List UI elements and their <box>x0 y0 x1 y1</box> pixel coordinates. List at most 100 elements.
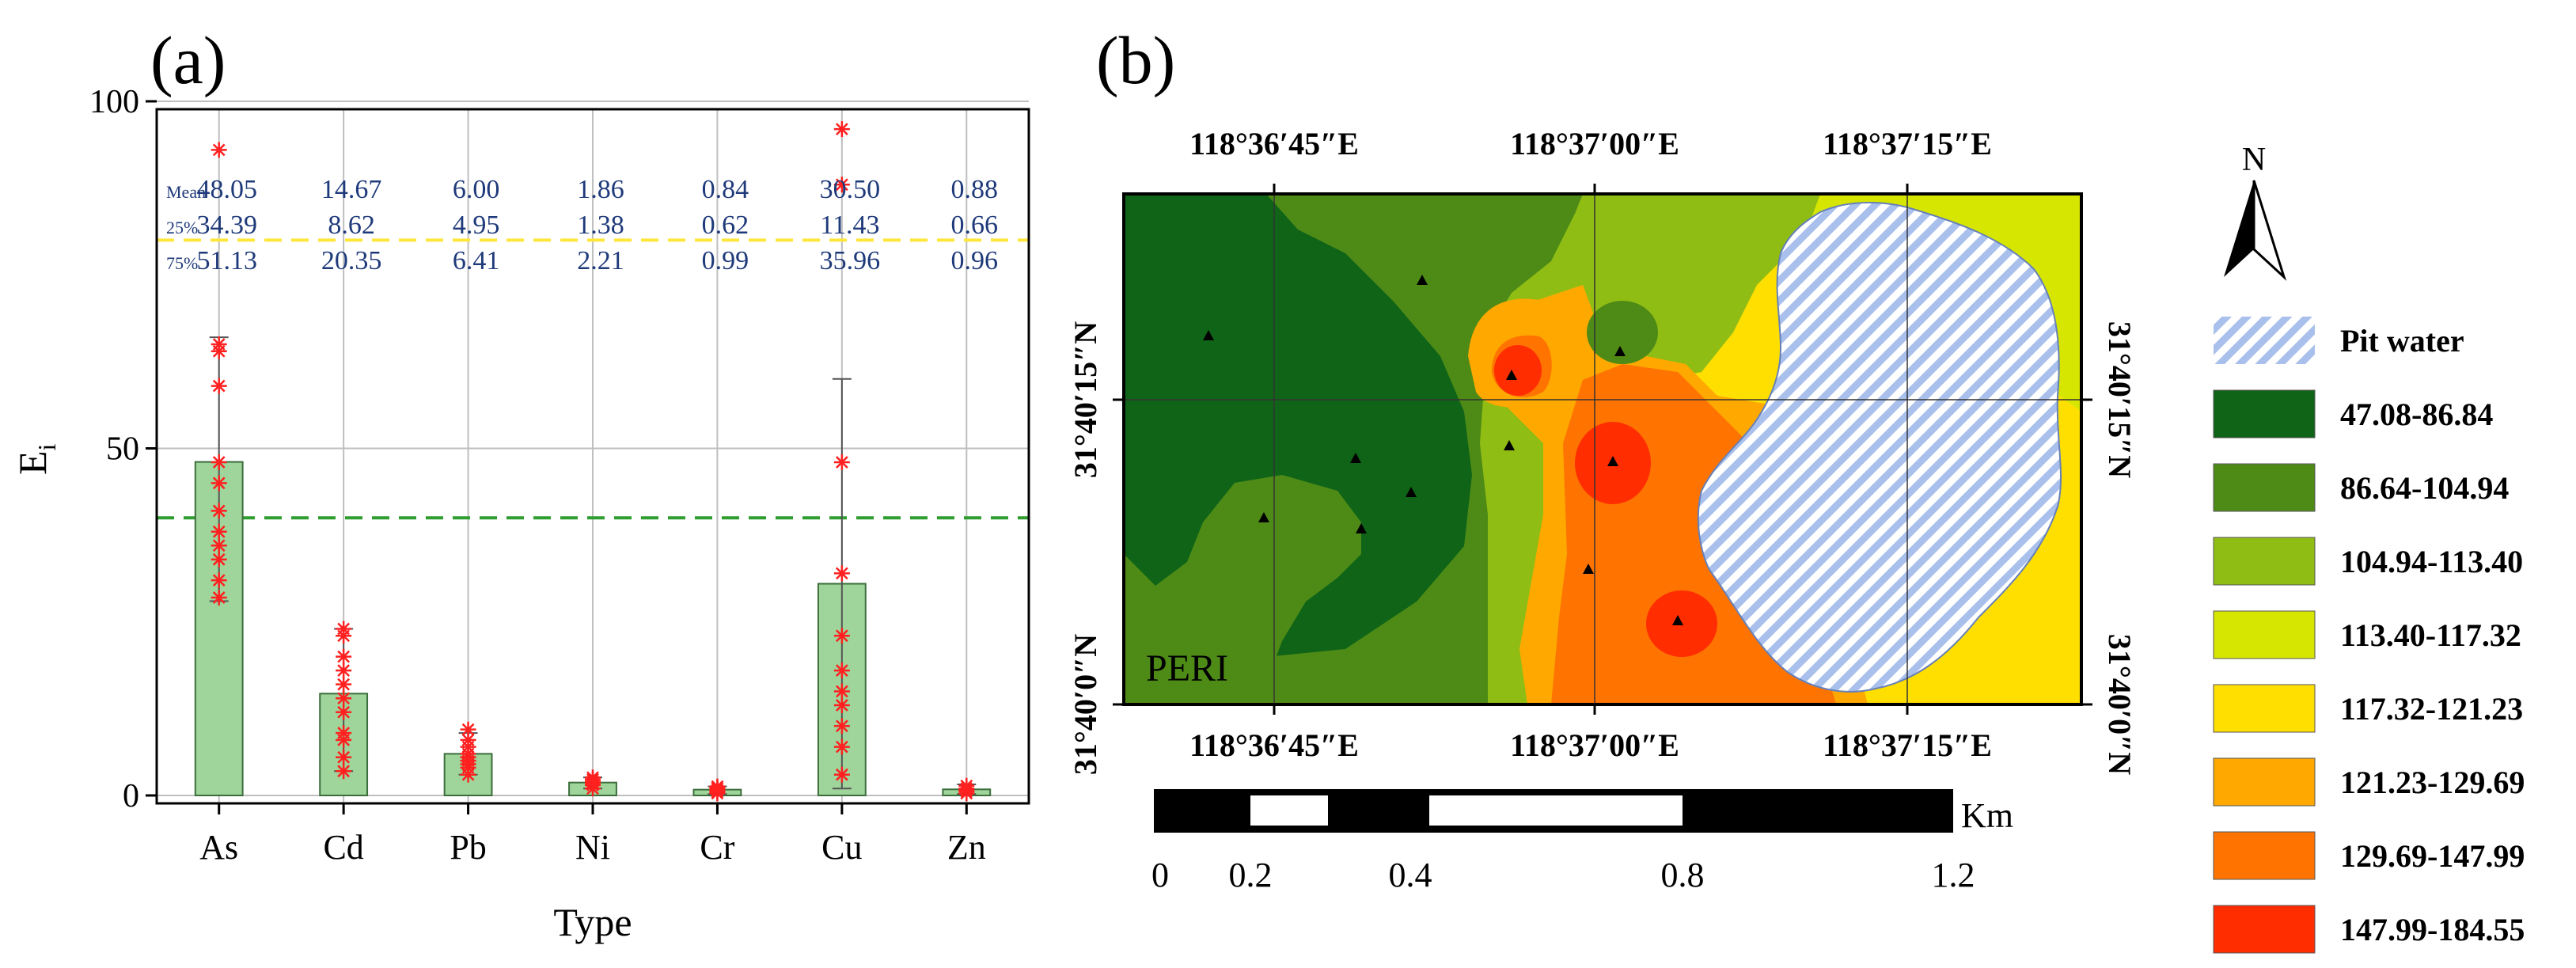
sample-point <box>709 778 726 795</box>
sample-point <box>958 777 975 794</box>
map-frame <box>1122 192 2083 706</box>
y-tick-label: 50 <box>106 431 139 468</box>
pit-water <box>1697 202 2062 693</box>
lon-label-top-1: 118°36′45″E <box>1189 126 1359 161</box>
zone-86-104-blob <box>1587 301 1658 364</box>
sample-point <box>211 572 227 589</box>
x-tick-label: As <box>199 828 238 867</box>
legend-swatch <box>2213 831 2316 880</box>
stats-value: 30.50 <box>820 175 881 204</box>
sample-point <box>336 763 352 780</box>
lat-label-left-2: 31°40′0″N <box>1068 634 1103 775</box>
sample-point <box>833 565 850 582</box>
lon-label-bottom-3: 118°37′15″E <box>1823 727 1992 763</box>
sample-point <box>460 721 476 738</box>
x-axis-ticks: As Cd Pb Ni Cr Cu Zn <box>199 803 986 867</box>
sample-point <box>211 454 227 471</box>
sample-point <box>211 475 227 492</box>
stats-value: 6.41 <box>453 246 500 275</box>
sample-point <box>336 725 352 742</box>
legend-swatch <box>2213 389 2316 438</box>
scale-label-2: 0.4 <box>1389 856 1432 894</box>
sample-point <box>833 662 850 679</box>
sample-point <box>585 769 601 786</box>
sample-point <box>211 523 227 540</box>
north-label: N <box>2242 142 2266 178</box>
stats-value: 14.67 <box>321 175 382 204</box>
sample-point <box>211 336 227 352</box>
stats-value: 0.99 <box>702 246 749 275</box>
scale-unit: Km <box>1961 796 2013 835</box>
zone-147-184-c <box>1494 345 1542 396</box>
legend-label: Pit water <box>2340 323 2464 359</box>
site-marker <box>1203 330 1214 340</box>
legend-label: 117.32-121.23 <box>2340 691 2523 727</box>
legend-swatch <box>2213 610 2316 659</box>
map-legend: Pit water 47.08-86.84 86.64-104.94 104.94-1… <box>2213 317 2525 954</box>
legend-swatch <box>2214 317 2315 364</box>
stats-value: 2.21 <box>577 246 624 275</box>
scale-label-1: 0.2 <box>1229 856 1273 894</box>
x-tick-label: Cd <box>323 828 363 867</box>
stats-value: 20.35 <box>321 246 382 275</box>
legend-swatch <box>2213 905 2316 954</box>
risk-map: PERI <box>1124 194 2081 704</box>
stats-value: 48.05 <box>196 175 257 204</box>
lon-label-top-2: 118°37′00″E <box>1510 126 1679 161</box>
zone-86-104-lobe <box>1124 475 1361 704</box>
sample-point <box>336 648 352 665</box>
site-marker <box>1350 453 1361 463</box>
map-ticks <box>1113 184 2092 715</box>
legend-label: 113.40-117.32 <box>2340 617 2521 653</box>
panel-a-label: (a) <box>150 22 226 98</box>
gridlines <box>157 101 1029 803</box>
stats-value: 0.96 <box>951 246 999 275</box>
stats-value: 51.13 <box>196 246 257 275</box>
sample-point <box>833 628 850 644</box>
stats-row-label: 25% <box>166 218 198 237</box>
site-marker <box>1506 370 1517 380</box>
stats-row-label: Mean <box>166 182 206 202</box>
stats-value: 11.43 <box>820 211 879 240</box>
sample-point <box>833 454 850 471</box>
legend-label: 121.23-129.69 <box>2340 765 2525 800</box>
sample-point <box>211 551 227 568</box>
site-marker <box>1417 275 1428 285</box>
stats-value: 35.96 <box>820 246 881 275</box>
x-tick-label: Zn <box>947 828 986 867</box>
legend-label: 104.94-113.40 <box>2340 544 2523 579</box>
stats-value: 0.66 <box>951 211 999 240</box>
sample-point <box>336 690 352 707</box>
site-marker <box>1258 512 1269 522</box>
site-marker <box>1504 440 1515 450</box>
lat-label-right-2: 31°40′0″N <box>2102 634 2138 775</box>
sample-sites <box>1203 275 1683 625</box>
legend-swatch <box>2213 684 2316 733</box>
x-tick-label: Cu <box>821 828 862 867</box>
sample-point <box>336 749 352 765</box>
sample-point <box>211 537 227 554</box>
x-tick-label: Ni <box>575 828 610 867</box>
map-index-label: PERI <box>1146 647 1228 689</box>
sample-point <box>336 621 352 637</box>
sample-point <box>211 142 227 158</box>
x-tick-label: Cr <box>700 828 734 867</box>
north-arrow-icon: N <box>2224 142 2287 281</box>
stats-value: 4.95 <box>453 211 500 240</box>
stats-value: 1.86 <box>577 175 624 204</box>
y-axis-label: Ei <box>10 443 61 475</box>
legend-label: 129.69-147.99 <box>2340 838 2525 874</box>
site-marker <box>1672 615 1683 625</box>
scale-label-4: 1.2 <box>1932 856 1975 894</box>
sample-point <box>833 121 850 138</box>
legend-label: 47.08-86.84 <box>2340 397 2493 432</box>
site-marker <box>1406 487 1417 497</box>
lon-label-bottom-2: 118°37′00″E <box>1510 727 1679 763</box>
scale-label-3: 0.8 <box>1661 856 1705 894</box>
stats-value: 0.84 <box>702 175 749 204</box>
stats-value: 34.39 <box>196 211 257 240</box>
stats-value: 8.62 <box>328 211 375 240</box>
y-tick-label: 0 <box>123 778 139 814</box>
